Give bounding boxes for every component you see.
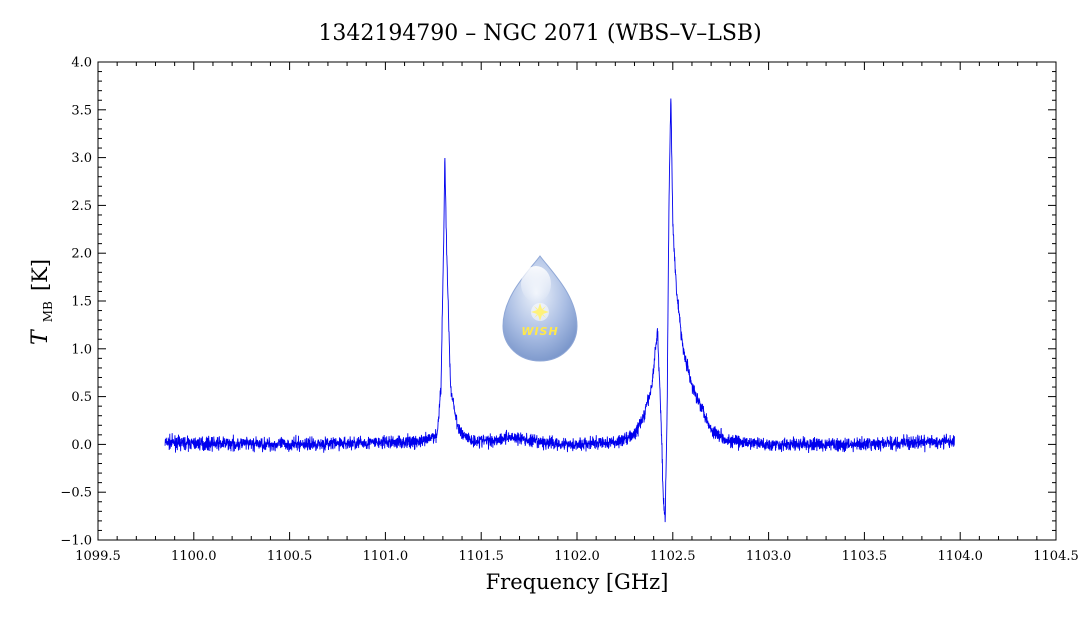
y-tick-label: 1.0 <box>71 342 92 357</box>
x-tick-label: 1101.0 <box>363 549 409 564</box>
y-axis-subscript: MB <box>41 301 55 322</box>
x-tick-label: 1100.0 <box>171 549 217 564</box>
x-tick-label: 1103.5 <box>842 549 888 564</box>
plot-frame <box>97 61 1057 541</box>
y-tick-label: 3.5 <box>71 103 92 118</box>
logo-text: WISH <box>521 325 558 338</box>
x-tick-label: 1104.0 <box>937 549 983 564</box>
y-tick-label: −1.0 <box>60 534 92 549</box>
x-tick-labels: 1099.5 1100.0 1100.5 1101.0 1101.5 1102.0 1102… <box>75 549 1079 564</box>
y-tick-label: 0.0 <box>71 438 92 453</box>
x-tick-label: 1101.5 <box>458 549 504 564</box>
wish-logo: WISH <box>502 255 578 362</box>
y-tick-labels: −1.0 −0.5 0.0 0.5 1.0 1.5 2.0 2.5 3.0 3.5 4.0 <box>60 56 92 549</box>
x-tick-label: 1102.0 <box>554 549 600 564</box>
y-tick-label: 3.0 <box>71 151 92 166</box>
y-tick-label: 0.5 <box>71 390 92 405</box>
y-tick-label: 2.0 <box>71 247 92 262</box>
y-tick-label: 4.0 <box>71 56 92 71</box>
x-tick-label: 1100.5 <box>267 549 313 564</box>
plot-area <box>97 61 1057 541</box>
star-icon <box>531 303 549 321</box>
y-axis-symbol: T <box>28 328 53 345</box>
chart-title: 1342194790 – NGC 2071 (WBS–V–LSB) <box>318 21 761 46</box>
y-tick-label: 2.5 <box>71 199 92 214</box>
x-axis-label: Frequency [GHz] <box>486 570 669 594</box>
x-tick-label: 1099.5 <box>75 549 121 564</box>
x-tick-label: 1104.5 <box>1033 549 1079 564</box>
y-tick-label: −0.5 <box>60 486 92 501</box>
x-tick-label: 1102.5 <box>650 549 696 564</box>
x-tick-label: 1103.0 <box>746 549 792 564</box>
y-axis-unit: [K] <box>28 259 52 291</box>
y-axis-label: T MB [K] <box>28 259 56 345</box>
y-tick-label: 1.5 <box>71 295 92 310</box>
spectrum-line <box>164 98 955 523</box>
